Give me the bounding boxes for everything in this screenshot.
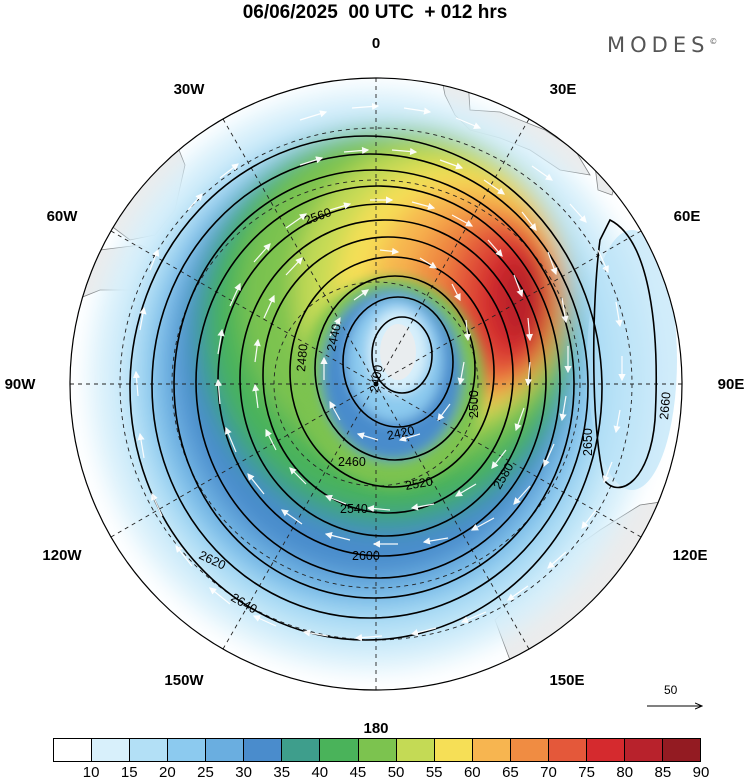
lon-label-120w: 120W bbox=[42, 547, 82, 564]
contour-label-2520: 2520 bbox=[404, 474, 434, 493]
contour-label-2500: 2500 bbox=[467, 390, 481, 418]
colorbar-tick-45: 45 bbox=[349, 764, 367, 781]
colorbar-tick-60: 60 bbox=[463, 764, 481, 781]
colorbar-tick-40: 40 bbox=[311, 764, 329, 781]
colorbar-box-14 bbox=[586, 739, 625, 761]
lon-label-150e: 150E bbox=[549, 672, 584, 689]
lon-label-120e: 120E bbox=[672, 547, 707, 564]
wind-speed-shading bbox=[90, 90, 677, 670]
colorbar-box-10 bbox=[434, 739, 473, 761]
map-disk: 2400 2420 2440 2460 2480 2500 2520 2540 … bbox=[70, 78, 682, 690]
lon-label-150w: 150W bbox=[164, 672, 204, 689]
colorbar-tick-20: 20 bbox=[159, 764, 176, 781]
colorbar-box-6 bbox=[282, 739, 321, 761]
lon-label-180: 180 bbox=[363, 720, 388, 735]
lon-label-90w: 90W bbox=[5, 376, 37, 393]
colorbar-tick-30: 30 bbox=[235, 764, 252, 781]
colorbar-box-9 bbox=[396, 739, 435, 761]
colorbar-tick-75: 75 bbox=[578, 764, 595, 781]
colorbar-tick-80: 80 bbox=[616, 764, 634, 781]
contour-label-2600: 2600 bbox=[352, 549, 380, 563]
contour-label-2440: 2440 bbox=[324, 322, 343, 352]
map-rim bbox=[69, 77, 683, 691]
polar-stereographic-map: 2400 2420 2440 2460 2480 2500 2520 2540 … bbox=[5, 35, 745, 735]
colorbar-box-7 bbox=[320, 739, 359, 761]
colorbar-box-13 bbox=[548, 739, 587, 761]
contour-label-2660: 2660 bbox=[657, 391, 673, 420]
colorbar-box-15 bbox=[624, 739, 663, 761]
colorbar-box-3 bbox=[168, 739, 207, 761]
brand-logo: MODES© bbox=[607, 33, 717, 57]
colorbar-box-5 bbox=[244, 739, 283, 761]
south-pole-marker bbox=[373, 381, 379, 387]
contour-label-2420: 2420 bbox=[386, 423, 416, 442]
colorbar-box-16 bbox=[663, 739, 701, 761]
lon-label-30e: 30E bbox=[550, 81, 577, 98]
colorbar-box-12 bbox=[510, 739, 549, 761]
colorbar-box-4 bbox=[206, 739, 245, 761]
colorbar-box-0 bbox=[54, 739, 93, 761]
height-contours bbox=[129, 135, 657, 641]
madagascar-land bbox=[592, 141, 623, 196]
contour-label-2460: 2460 bbox=[338, 455, 366, 469]
colorbar-tick-70: 70 bbox=[540, 764, 557, 781]
lon-label-90e: 90E bbox=[718, 376, 745, 393]
contour-label-2400: 2400 bbox=[367, 364, 386, 394]
lon-label-30w: 30W bbox=[174, 81, 206, 98]
colorbar-tick-15: 15 bbox=[120, 764, 138, 781]
colorbar-tick-65: 65 bbox=[502, 764, 519, 781]
longitude-labels: 0 30E 60E 90E 120E 150E 180 150W 120W 90… bbox=[5, 35, 745, 735]
colorbar-tick-50: 50 bbox=[387, 764, 405, 781]
colorbar-tick-25: 25 bbox=[197, 764, 214, 781]
reference-vector-label: 50 bbox=[664, 683, 678, 697]
lon-label-60e: 60E bbox=[674, 208, 701, 225]
contour-label-2480: 2480 bbox=[294, 343, 310, 372]
colorbar-tick-85: 85 bbox=[654, 764, 672, 781]
colorbar-ticks: 10 15 20 25 30 35 40 45 50 55 60 65 70 75 80 85 90 bbox=[53, 764, 710, 782]
colorbar-tick-10: 10 bbox=[82, 764, 100, 781]
lon-label-0: 0 bbox=[372, 35, 380, 52]
colorbar bbox=[53, 738, 701, 762]
brand-mark: © bbox=[709, 37, 718, 46]
colorbar-tick-35: 35 bbox=[273, 764, 291, 781]
lon-label-60w: 60W bbox=[47, 208, 79, 225]
colorbar-box-2 bbox=[130, 739, 169, 761]
colorbar-tick-55: 55 bbox=[425, 764, 443, 781]
wind-vectors bbox=[132, 102, 626, 642]
contour-label-2650: 2650 bbox=[581, 428, 595, 456]
colorbar-box-8 bbox=[358, 739, 397, 761]
contour-label-2540: 2540 bbox=[340, 502, 368, 516]
brand-name: MODES bbox=[607, 33, 710, 57]
colorbar-box-11 bbox=[472, 739, 511, 761]
map-title: 06/06/2025 00 UTC + 012 hrs bbox=[242, 2, 508, 23]
colorbar-box-1 bbox=[92, 739, 131, 761]
colorbar-tick-90: 90 bbox=[692, 764, 710, 781]
